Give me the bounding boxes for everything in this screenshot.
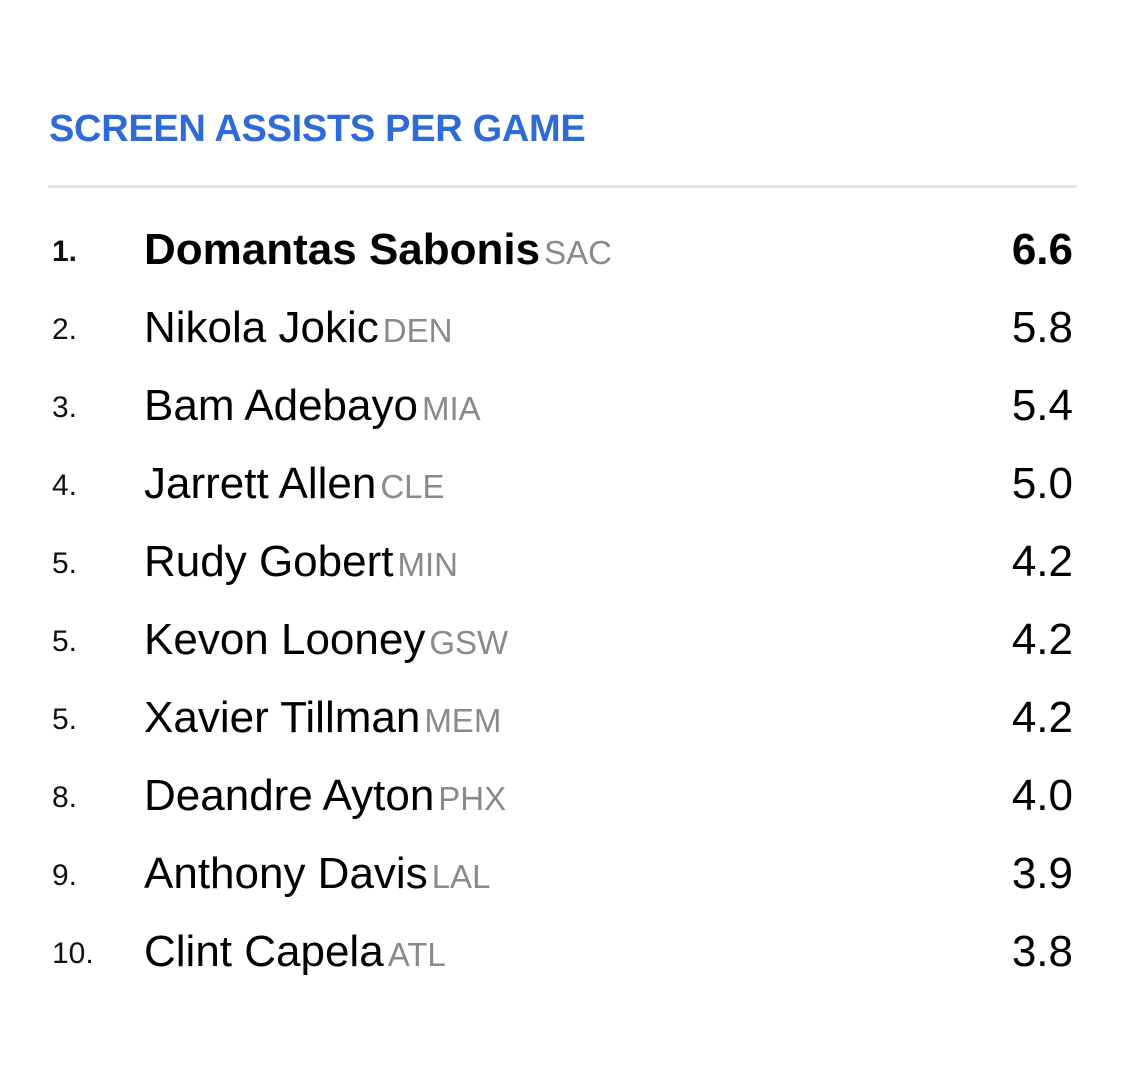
rank: 5.: [52, 625, 78, 658]
team-abbr: SAC: [544, 234, 612, 271]
team-abbr: LAL: [431, 858, 491, 895]
list-item: 5. Xavier Tillman MEM 4.2: [0, 679, 1125, 757]
team-abbr: GSW: [429, 624, 509, 661]
leaderboard-title: SCREEN ASSISTS PER GAME: [49, 108, 586, 150]
stat-value: 3.9: [1011, 849, 1073, 898]
stat-value: 6.6: [1011, 225, 1073, 274]
team-abbr: PHX: [438, 780, 507, 817]
list-item: 9. Anthony Davis LAL 3.9: [0, 835, 1125, 913]
team-abbr: MEM: [424, 702, 502, 739]
player-name: Anthony Davis: [144, 849, 428, 898]
player-cell: Domantas Sabonis SAC: [144, 225, 612, 275]
list-item: 4. Jarrett Allen CLE 5.0: [0, 445, 1125, 523]
team-abbr: CLE: [380, 468, 445, 505]
list-item: 10. Clint Capela ATL 3.8: [0, 913, 1125, 991]
player-name: Domantas Sabonis: [144, 225, 541, 274]
team-abbr: MIA: [421, 390, 481, 427]
player-name: Rudy Gobert: [144, 537, 394, 586]
list-item: 5. Kevon Looney GSW 4.2: [0, 601, 1125, 679]
player-name: Kevon Looney: [144, 615, 426, 664]
team-abbr: ATL: [387, 936, 446, 973]
player-name: Deandre Ayton: [144, 771, 435, 820]
rank: 9.: [52, 859, 78, 892]
player-cell: Xavier Tillman MEM: [144, 693, 501, 743]
list-item: 3. Bam Adebayo MIA 5.4: [0, 367, 1125, 445]
player-cell: Anthony Davis LAL: [144, 849, 490, 899]
list-item: 1. Domantas Sabonis SAC 6.6: [0, 211, 1125, 289]
stat-value: 5.0: [1011, 459, 1073, 508]
player-name: Nikola Jokic: [144, 303, 379, 352]
stat-value: 4.2: [1011, 537, 1073, 586]
stat-value: 5.8: [1011, 303, 1073, 352]
rank: 8.: [52, 781, 78, 814]
list-item: 5. Rudy Gobert MIN 4.2: [0, 523, 1125, 601]
team-abbr: MIN: [397, 546, 458, 583]
rank: 3.: [52, 391, 78, 424]
player-cell: Rudy Gobert MIN: [144, 537, 458, 587]
player-cell: Jarrett Allen CLE: [144, 459, 445, 509]
rank: 5.: [52, 547, 78, 580]
player-cell: Kevon Looney GSW: [144, 615, 508, 665]
rank: 4.: [52, 469, 78, 502]
stat-value: 5.4: [1011, 381, 1073, 430]
stat-value: 3.8: [1011, 927, 1073, 976]
player-cell: Bam Adebayo MIA: [144, 381, 481, 431]
player-name: Bam Adebayo: [144, 381, 418, 430]
rank: 2.: [52, 313, 78, 346]
team-abbr: DEN: [382, 312, 453, 349]
player-name: Clint Capela: [144, 927, 384, 976]
player-cell: Clint Capela ATL: [144, 927, 446, 977]
stat-value: 4.2: [1011, 693, 1073, 742]
player-cell: Nikola Jokic DEN: [144, 303, 452, 353]
leaderboard-list: 1. Domantas Sabonis SAC 6.6 2. Nikola Jokic DE…: [0, 211, 1125, 991]
player-name: Xavier Tillman: [144, 693, 421, 742]
stat-value: 4.0: [1011, 771, 1073, 820]
rank: 1.: [52, 235, 78, 268]
list-item: 8. Deandre Ayton PHX 4.0: [0, 757, 1125, 835]
rank: 5.: [52, 703, 78, 736]
rank: 10.: [52, 937, 94, 970]
stat-value: 4.2: [1011, 615, 1073, 664]
divider: [48, 185, 1077, 188]
player-name: Jarrett Allen: [144, 459, 377, 508]
player-cell: Deandre Ayton PHX: [144, 771, 506, 821]
list-item: 2. Nikola Jokic DEN 5.8: [0, 289, 1125, 367]
